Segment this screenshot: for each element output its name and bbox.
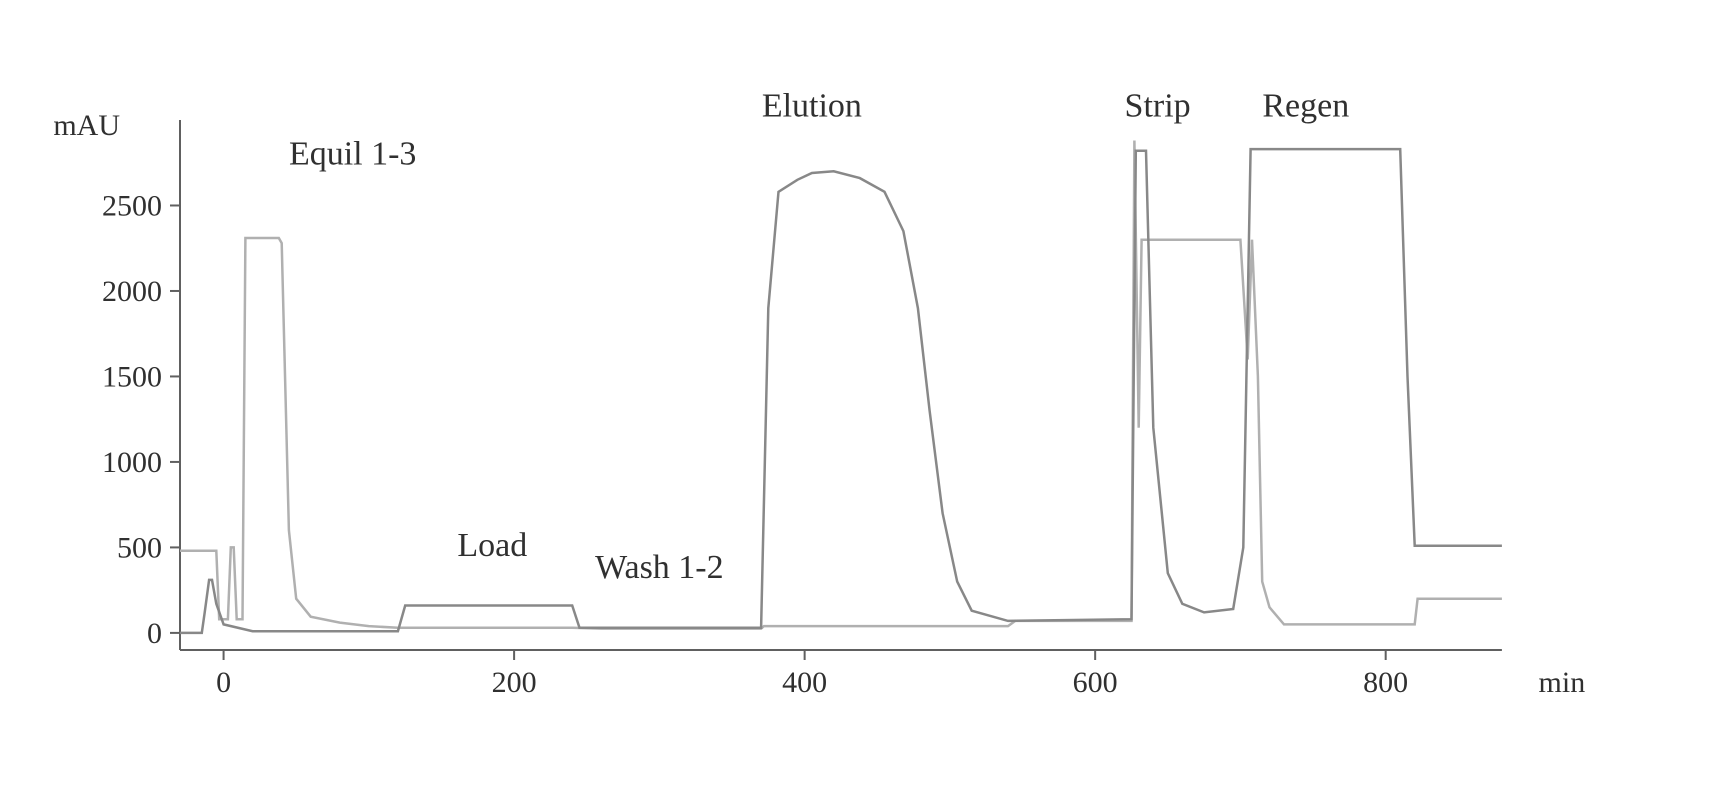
phase-label: Regen <box>1262 88 1349 125</box>
phase-label: Strip <box>1125 88 1191 125</box>
trace-conductivity <box>180 141 1502 629</box>
phase-label: Equil 1-3 <box>289 135 416 172</box>
x-tick-label: 800 <box>1363 666 1408 699</box>
y-tick-label: 2000 <box>102 275 162 308</box>
x-axis-label: min <box>1539 666 1586 699</box>
x-tick-label: 600 <box>1073 666 1118 699</box>
y-tick-label: 2500 <box>102 189 162 222</box>
x-tick-label: 400 <box>782 666 827 699</box>
phase-label: Wash 1-2 <box>595 549 724 586</box>
y-tick-label: 0 <box>147 617 162 650</box>
chromatogram-chart: 05001000150020002500mAU0200400600800min … <box>0 0 1711 809</box>
trace-uv-absorbance <box>180 149 1502 633</box>
y-tick-label: 500 <box>117 531 162 564</box>
x-tick-label: 200 <box>492 666 537 699</box>
y-tick-label: 1000 <box>102 446 162 479</box>
y-axis-label: mAU <box>53 109 120 142</box>
x-tick-label: 0 <box>216 666 231 699</box>
phase-label: Load <box>457 527 527 564</box>
phase-label: Elution <box>762 88 862 125</box>
y-tick-label: 1500 <box>102 360 162 393</box>
